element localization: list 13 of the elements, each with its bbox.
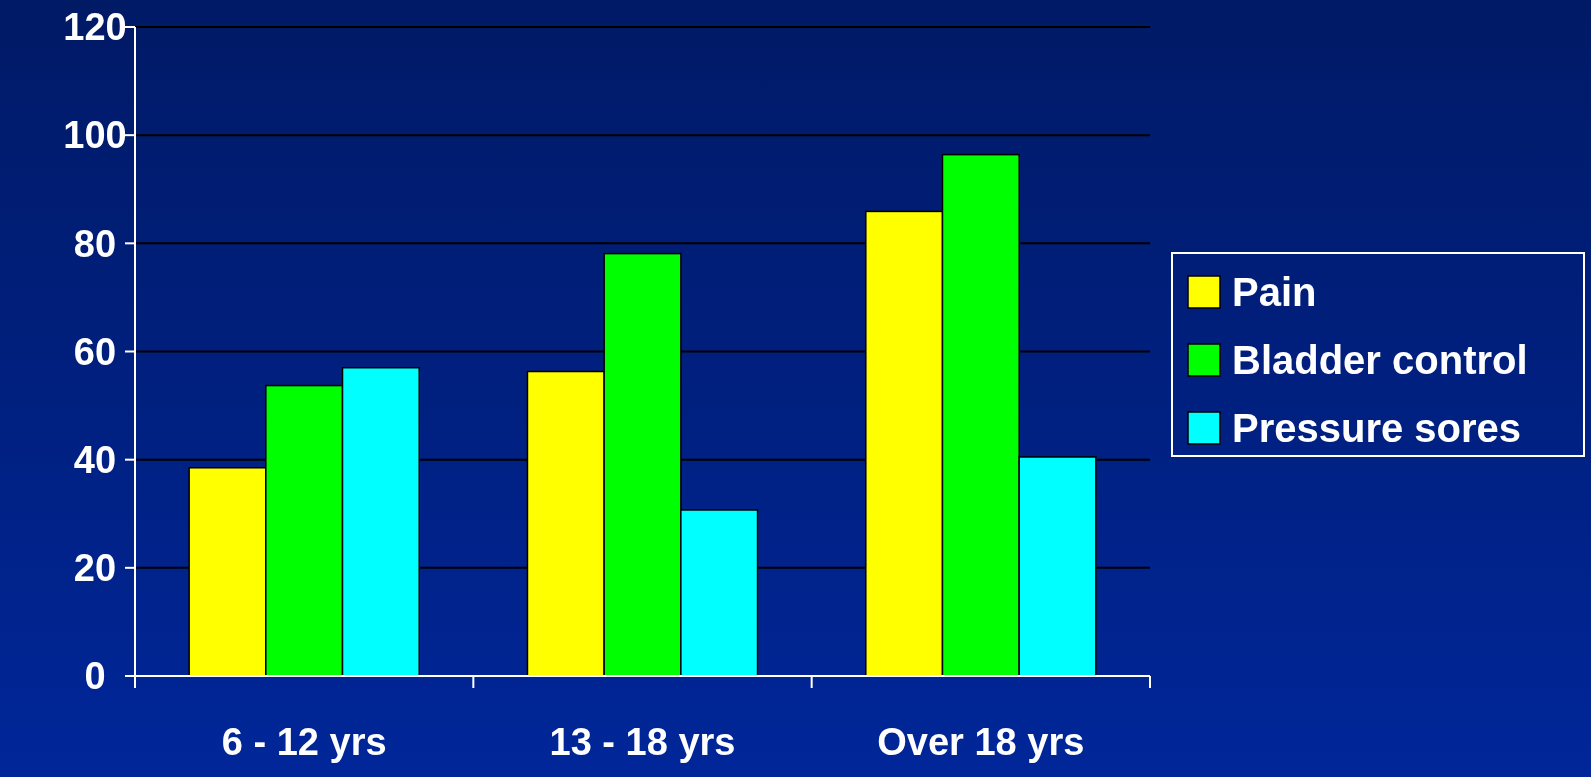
y-tick-label: 0 (84, 655, 106, 698)
y-tick-label: 40 (73, 438, 117, 481)
legend-label: Pressure sores (1232, 406, 1522, 450)
y-tick-label: 80 (73, 222, 117, 265)
x-tick-label: 13 - 18 yrs (549, 721, 736, 764)
x-tick-label: Over 18 yrs (877, 721, 1085, 764)
y-tick-label: 60 (73, 330, 117, 373)
y-tick-label: 20 (73, 547, 117, 590)
y-tick-label: 120 (63, 6, 127, 49)
y-tick-label: 100 (63, 114, 127, 157)
x-tick-label: 6 - 12 yrs (221, 721, 387, 764)
legend-label: Pain (1232, 270, 1317, 314)
legend-label: Bladder control (1232, 338, 1528, 382)
